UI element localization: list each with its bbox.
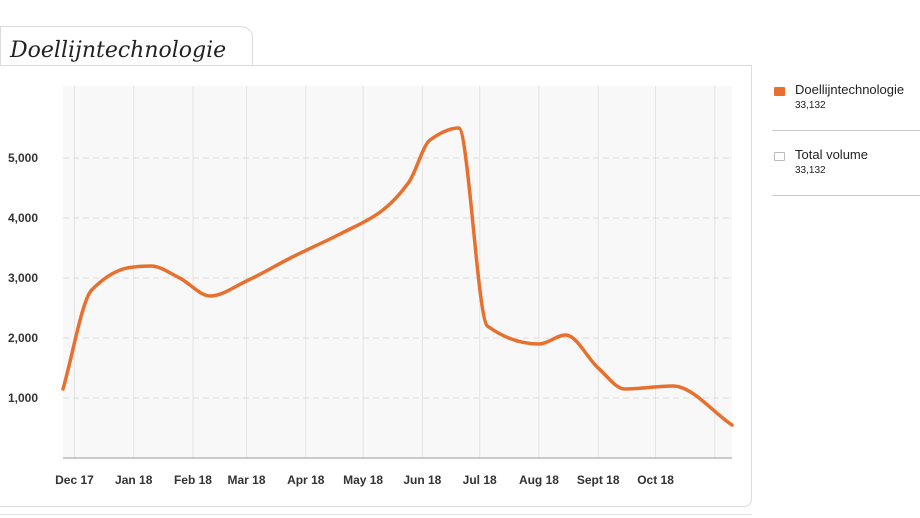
chart-panel-tab (0, 26, 253, 66)
line-chart: 1,000 2,000 3,000 4,000 5,000 Dec 17 Jan 18 Fe… (8, 86, 734, 487)
x-tick-label: Jan 18 (115, 473, 153, 487)
x-tick-label: May 18 (343, 473, 383, 487)
x-tick-label: Jun 18 (403, 473, 441, 487)
legend-series-total: 33,132 (795, 165, 826, 176)
x-tick-label: Mar 18 (227, 473, 265, 487)
legend-swatch (774, 87, 785, 96)
x-tick-label: Jul 18 (463, 473, 497, 487)
legend-series-name: Total volume (795, 147, 868, 162)
legend: Doellijntechnologie 33,132 Total volume … (772, 80, 920, 210)
vertical-gridlines (73, 86, 716, 458)
plot-area (63, 86, 732, 458)
x-tick-label: Dec 17 (55, 473, 94, 487)
panel-divider (0, 514, 752, 515)
legend-series-name: Doellijntechnologie (795, 82, 905, 97)
legend-item-doellijntechnologie[interactable]: Doellijntechnologie 33,132 (772, 80, 920, 131)
y-axis-labels: 1,000 2,000 3,000 4,000 5,000 (8, 151, 38, 405)
chart-title: Doellijntechnologie (10, 38, 227, 63)
legend-series-total: 33,132 (795, 100, 826, 111)
y-tick-label: 4,000 (8, 211, 38, 225)
series-group (61, 126, 734, 427)
y-tick-label: 2,000 (8, 331, 38, 345)
horizontal-gridlines (63, 157, 732, 399)
y-tick-label: 3,000 (8, 271, 38, 285)
x-axis-labels: Dec 17 Jan 18 Feb 18 Mar 18 Apr 18 May 18 Jun … (55, 473, 674, 487)
x-tick-label: Feb 18 (174, 473, 212, 487)
x-tick-label: Oct 18 (637, 473, 674, 487)
y-tick-label: 5,000 (8, 151, 38, 165)
legend-item-total-volume[interactable]: Total volume 33,132 (772, 145, 920, 196)
y-tick-label: 1,000 (8, 391, 38, 405)
x-tick-label: Aug 18 (519, 473, 559, 487)
legend-swatch (774, 152, 785, 161)
x-tick-label: Apr 18 (287, 473, 325, 487)
x-tick-label: Sept 18 (577, 473, 620, 487)
series-line-doellijntechnologie[interactable] (61, 126, 734, 427)
